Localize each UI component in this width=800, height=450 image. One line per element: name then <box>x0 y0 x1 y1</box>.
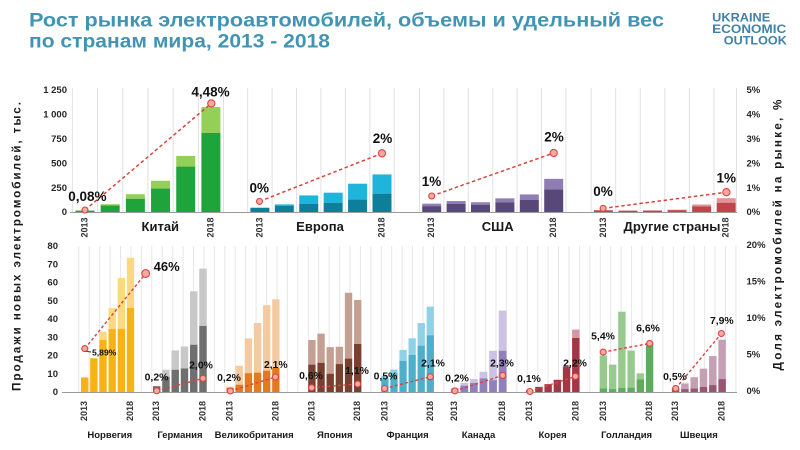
svg-text:0,2%: 0,2% <box>217 373 241 384</box>
svg-text:0,2%: 0,2% <box>445 374 469 385</box>
svg-text:2,1%: 2,1% <box>421 359 445 370</box>
svg-text:7,9%: 7,9% <box>710 316 734 327</box>
svg-text:0,5%: 0,5% <box>374 372 398 383</box>
svg-text:3%: 3% <box>747 134 761 145</box>
svg-text:1 000: 1 000 <box>43 110 67 121</box>
svg-text:Германия: Германия <box>157 430 202 441</box>
svg-text:Голландия: Голландия <box>601 430 652 441</box>
svg-text:2,3%: 2,3% <box>490 359 514 370</box>
svg-text:2013: 2013 <box>379 401 389 421</box>
svg-text:по странам мира, 2013 - 2018: по странам мира, 2013 - 2018 <box>29 31 330 53</box>
svg-text:Продажи новых электромобилей,: Продажи новых электромобилей, тыс. <box>10 102 24 391</box>
svg-text:250: 250 <box>51 183 67 194</box>
svg-text:Швеция: Швеция <box>680 430 718 441</box>
svg-text:2018: 2018 <box>717 401 727 421</box>
svg-text:Доля электромобилей на рынке,: Доля электромобилей на рынке, % <box>771 99 785 371</box>
svg-text:1,1%: 1,1% <box>345 366 369 377</box>
svg-text:40: 40 <box>47 314 58 325</box>
svg-text:2,1%: 2,1% <box>264 360 288 371</box>
svg-text:Норвегия: Норвегия <box>87 430 132 441</box>
svg-text:1 250: 1 250 <box>43 85 67 96</box>
svg-text:80: 80 <box>47 241 58 252</box>
svg-text:0: 0 <box>53 387 58 398</box>
svg-text:2%: 2% <box>544 129 564 144</box>
svg-text:2013: 2013 <box>79 401 89 421</box>
svg-text:0,08%: 0,08% <box>68 189 106 204</box>
svg-text:0%: 0% <box>747 386 761 397</box>
svg-text:2,2%: 2,2% <box>563 359 587 370</box>
svg-text:Рост рынка электроавтомобилей,: Рост рынка электроавтомобилей, объемы и … <box>29 9 664 31</box>
svg-text:2013: 2013 <box>306 401 316 421</box>
svg-text:Китай: Китай <box>142 219 180 234</box>
svg-text:2018: 2018 <box>425 401 435 421</box>
svg-text:2,0%: 2,0% <box>189 361 213 372</box>
svg-text:2018: 2018 <box>721 217 731 237</box>
svg-text:2018: 2018 <box>205 217 215 237</box>
svg-text:2013: 2013 <box>426 217 436 237</box>
svg-text:UKRAINE: UKRAINE <box>712 11 770 25</box>
svg-text:Канада: Канада <box>462 430 496 441</box>
svg-text:1%: 1% <box>747 183 761 194</box>
svg-text:Великобритания: Великобритания <box>215 430 294 441</box>
svg-text:2018: 2018 <box>377 217 387 237</box>
svg-text:50: 50 <box>47 296 58 307</box>
svg-text:0%: 0% <box>593 184 613 199</box>
svg-text:Япония: Япония <box>317 430 353 441</box>
svg-text:Другие страны: Другие страны <box>624 219 721 234</box>
svg-text:6,6%: 6,6% <box>636 323 660 334</box>
svg-text:0,5%: 0,5% <box>663 372 687 383</box>
svg-text:70: 70 <box>47 259 58 270</box>
svg-text:2018: 2018 <box>644 401 654 421</box>
svg-text:750: 750 <box>51 134 67 145</box>
svg-text:ECONOMIC: ECONOMIC <box>712 22 786 36</box>
svg-text:2013: 2013 <box>598 217 608 237</box>
svg-text:2%: 2% <box>373 131 393 146</box>
svg-text:2018: 2018 <box>270 401 280 421</box>
svg-text:0,6%: 0,6% <box>299 371 323 382</box>
svg-text:Европа: Европа <box>296 219 344 234</box>
svg-text:2013: 2013 <box>80 217 90 237</box>
svg-text:Франция: Франция <box>387 430 429 441</box>
svg-text:4,48%: 4,48% <box>191 85 229 100</box>
svg-text:5%: 5% <box>747 85 761 96</box>
svg-text:46%: 46% <box>154 259 180 274</box>
svg-text:1%: 1% <box>717 171 737 186</box>
svg-text:5,4%: 5,4% <box>591 332 615 343</box>
svg-text:1%: 1% <box>422 174 442 189</box>
svg-text:2018: 2018 <box>570 401 580 421</box>
svg-text:5%: 5% <box>747 349 761 360</box>
svg-text:30: 30 <box>47 332 58 343</box>
svg-text:2018: 2018 <box>497 401 507 421</box>
svg-text:4%: 4% <box>747 110 761 121</box>
svg-text:0: 0 <box>62 207 67 218</box>
svg-text:10%: 10% <box>747 313 767 324</box>
svg-text:0%: 0% <box>747 207 761 218</box>
svg-text:2018: 2018 <box>125 401 135 421</box>
svg-text:0,2%: 0,2% <box>145 373 169 384</box>
svg-text:2013: 2013 <box>598 401 608 421</box>
svg-text:2018: 2018 <box>548 217 558 237</box>
svg-text:Корея: Корея <box>538 430 566 441</box>
svg-text:20: 20 <box>47 351 58 362</box>
svg-text:20%: 20% <box>747 240 767 251</box>
svg-text:США: США <box>482 219 514 234</box>
svg-text:15%: 15% <box>747 276 767 287</box>
svg-text:2%: 2% <box>747 158 761 169</box>
svg-text:5,89%: 5,89% <box>92 347 117 357</box>
svg-text:60: 60 <box>47 278 58 289</box>
svg-text:2018: 2018 <box>352 401 362 421</box>
svg-text:2018: 2018 <box>198 401 208 421</box>
svg-text:2013: 2013 <box>449 401 459 421</box>
svg-text:2013: 2013 <box>254 217 264 237</box>
svg-text:0%: 0% <box>249 181 269 196</box>
svg-text:2013: 2013 <box>151 401 161 421</box>
svg-text:2013: 2013 <box>524 401 534 421</box>
svg-text:2013: 2013 <box>670 401 680 421</box>
svg-text:10: 10 <box>47 369 58 380</box>
svg-text:2013: 2013 <box>225 401 235 421</box>
svg-text:0,1%: 0,1% <box>517 374 541 385</box>
svg-text:OUTLOOK: OUTLOOK <box>724 33 787 47</box>
svg-text:500: 500 <box>51 158 67 169</box>
